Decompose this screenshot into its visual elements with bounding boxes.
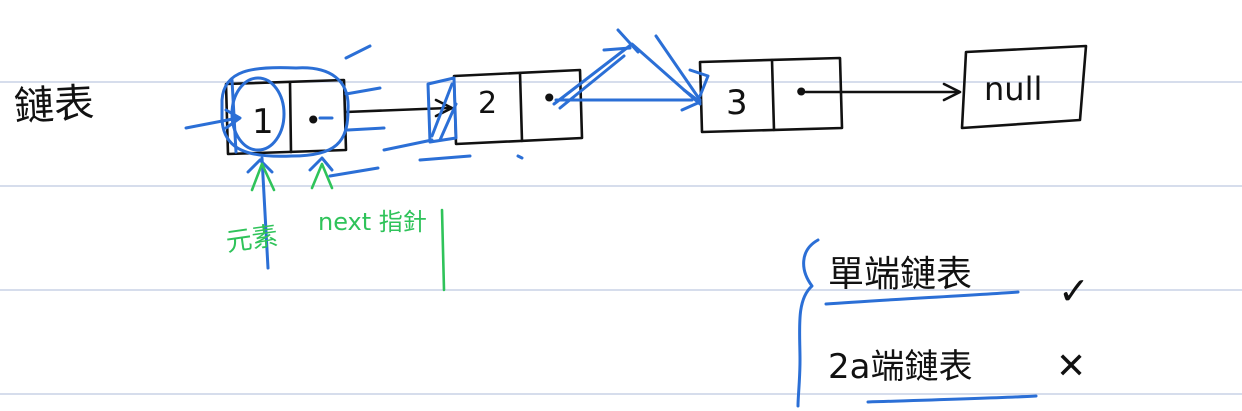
link-triangle [558,54,626,110]
pointer-stroke [224,108,242,130]
pointer-stroke [328,166,380,178]
green-arrow [250,162,276,192]
node-pointer-dot: • [793,76,810,109]
pointer-stroke [418,154,472,162]
notes-bracket [796,238,820,408]
arrow-line [344,106,450,114]
underline [866,394,1038,404]
pointer-stroke [230,78,238,154]
pointer-stroke [344,86,382,96]
null-label: null [984,70,1042,108]
pointer-stroke [346,126,386,132]
notes: 單端鏈表 ✓ 2a端鏈表 ✕ [828,254,1090,387]
list-node-3: 3 • [698,56,844,134]
singly-linked-list-note: 單端鏈表 [828,254,972,295]
green-arrow [310,162,334,190]
link-triangle [680,88,702,112]
link-triangle [688,68,710,98]
pointer-stroke [382,138,434,152]
list-node-1: 1 • [224,78,348,156]
shade-mark [430,82,454,138]
shade-mark [438,102,458,142]
node-pointer-dot: • [305,104,322,137]
pointer-stroke [344,44,372,60]
link-triangle [654,34,702,102]
doubly-linked-list-note: 2a端鏈表 [828,347,972,387]
page-title: 鏈表 [13,80,95,130]
highlight-outline [220,66,350,158]
node-value: 3 [726,83,748,123]
pointer-stroke [260,156,270,270]
underline [824,290,1020,306]
element-label: 元素 [224,221,280,258]
node-divider [288,80,293,154]
cross-mark: ✕ [1056,346,1086,387]
link-triangle [602,46,632,52]
node-value: 1 [252,102,274,142]
next-pointer-label: next 指針 [318,208,427,236]
link-triangle [616,28,640,54]
null-box [960,44,1088,130]
null-terminal: null [960,44,1088,130]
node-pointer-dot: • [541,82,558,115]
shade-mark [426,76,458,144]
check-mark: ✓ [1058,269,1090,313]
node-box [698,56,844,134]
node-divider [770,58,776,132]
ruled-lines [0,81,1242,395]
node-box [224,78,348,156]
node-divider [518,71,524,143]
arrow-head [942,82,962,102]
blue-annotations [184,28,1038,408]
pointer-stroke [516,154,524,160]
green-annotations: 元素 next 指針 [224,162,446,292]
node-value: 2 [478,86,497,121]
pointer-stroke [308,156,334,172]
pointer-stroke [184,116,240,130]
green-stroke [440,208,446,292]
pointer-stroke [246,158,274,174]
